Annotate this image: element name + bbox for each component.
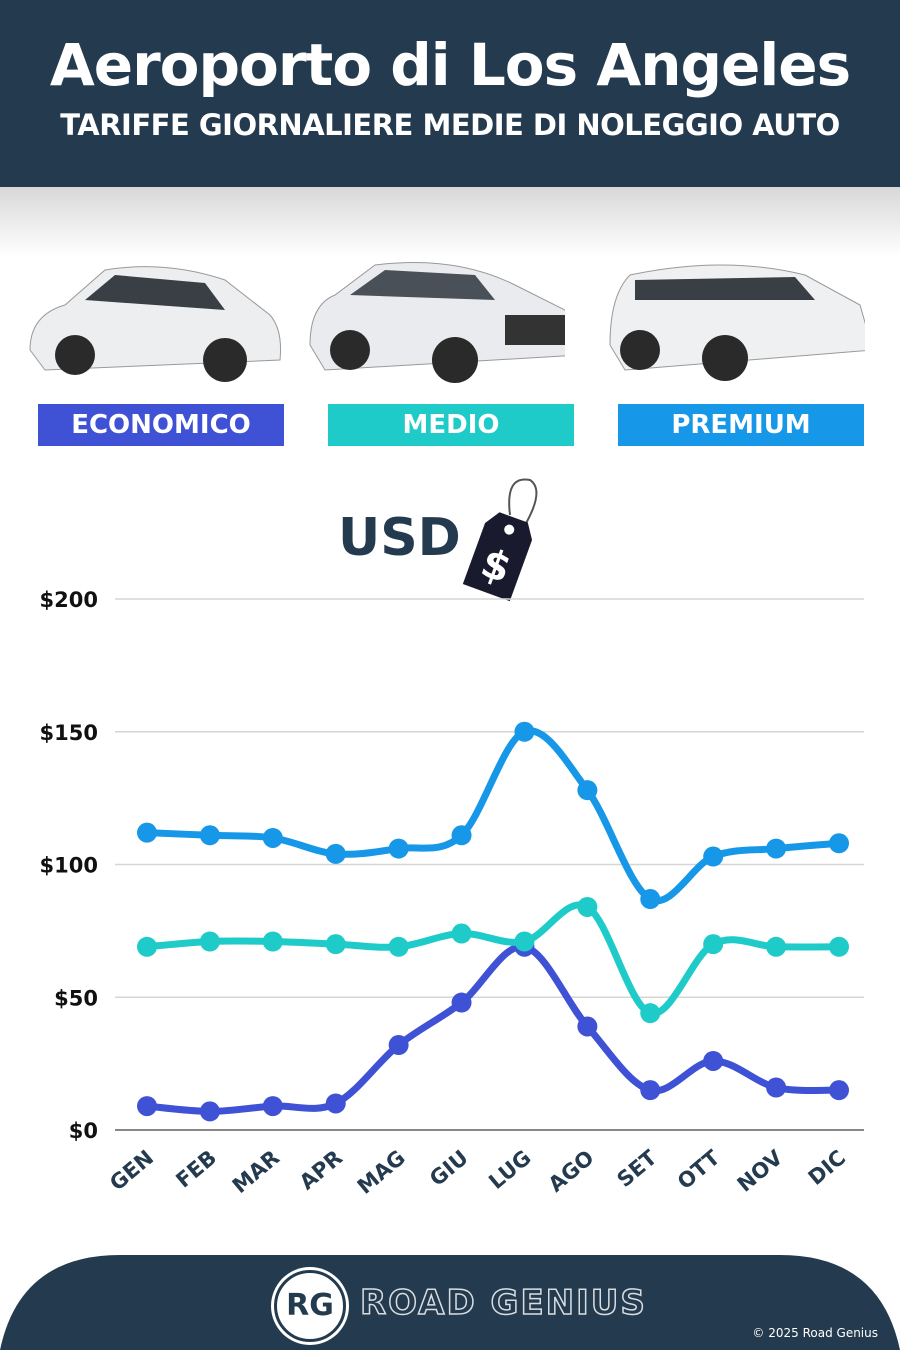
data-point (703, 1050, 724, 1071)
data-point (451, 923, 472, 944)
x-tick-label: OTT (673, 1145, 725, 1194)
header-shadow (0, 187, 900, 257)
x-tick-label: GIU (425, 1145, 473, 1190)
y-tick-label: $50 (54, 986, 98, 1010)
price-tag-icon: $ (462, 478, 538, 602)
midsize-car-image (309, 262, 565, 383)
x-tick-label: DIC (804, 1145, 851, 1190)
x-tick-label: MAR (228, 1145, 284, 1198)
copyright: © 2025 Road Genius (752, 1326, 878, 1340)
x-tick-label: SET (613, 1145, 662, 1192)
data-point (325, 1093, 346, 1114)
data-point (137, 1096, 157, 1117)
data-point (577, 896, 598, 917)
data-point (137, 822, 157, 843)
x-tick-label: FEB (171, 1145, 221, 1192)
data-point (766, 838, 787, 859)
data-point (388, 1035, 409, 1056)
brand-name: ROAD GENIUS (359, 1282, 647, 1324)
data-point (514, 721, 535, 742)
page-subtitle: TARIFFE GIORNALIERE MEDIE DI NOLEGGIO AU… (60, 108, 840, 142)
data-point (703, 846, 724, 867)
data-point (829, 936, 849, 957)
page-title: Aeroporto di Los Angeles (49, 31, 851, 99)
data-point (451, 992, 472, 1013)
data-point (199, 931, 220, 952)
data-point (766, 1077, 787, 1098)
data-point (388, 838, 409, 859)
data-point (640, 1003, 661, 1024)
data-point (199, 1101, 220, 1122)
data-point (640, 1080, 661, 1101)
data-point (262, 931, 283, 952)
data-point (703, 934, 724, 955)
x-tick-label: GEN (105, 1145, 158, 1195)
y-tick-label: $0 (69, 1119, 98, 1143)
data-point (262, 1096, 283, 1117)
line-chart: $0 $50 $100 $150 $200 GEN FEB MAR APR MAG GIU LUG AG… (40, 588, 864, 1199)
data-point (577, 1016, 598, 1037)
data-point (325, 934, 346, 955)
series-line-premium (143, 727, 843, 905)
data-point (640, 889, 661, 910)
data-point (829, 833, 849, 854)
header: Aeroporto di Los Angeles TARIFFE GIORNAL… (0, 0, 900, 187)
data-point (199, 825, 220, 846)
economy-car-image (29, 266, 281, 382)
data-point (829, 1080, 849, 1101)
x-tick-label: LUG (484, 1145, 535, 1194)
footer-band (0, 1255, 900, 1350)
y-tick-label: $100 (40, 854, 98, 878)
data-point (137, 936, 157, 957)
y-tick-label: $150 (40, 721, 98, 745)
x-tick-label: MAG (353, 1145, 410, 1198)
data-point (451, 825, 472, 846)
legend-medio: MEDIO (328, 404, 574, 446)
x-tick-label: AGO (544, 1145, 599, 1196)
data-point (325, 843, 346, 864)
data-point (388, 936, 409, 957)
premium-car-image (609, 264, 865, 381)
data-point (577, 780, 598, 801)
series-line-economico (143, 943, 843, 1115)
data-point (766, 936, 787, 957)
data-point (262, 827, 283, 848)
data-point (514, 931, 535, 952)
x-tick-label: APR (295, 1145, 347, 1194)
road-genius-logo: RG (274, 1270, 346, 1342)
currency-label: USD (338, 508, 461, 568)
y-tick-label: $200 (40, 588, 98, 612)
x-tick-label: NOV (733, 1145, 788, 1197)
legend-premium: PREMIUM (618, 404, 864, 446)
legend-economico: ECONOMICO (38, 404, 284, 446)
